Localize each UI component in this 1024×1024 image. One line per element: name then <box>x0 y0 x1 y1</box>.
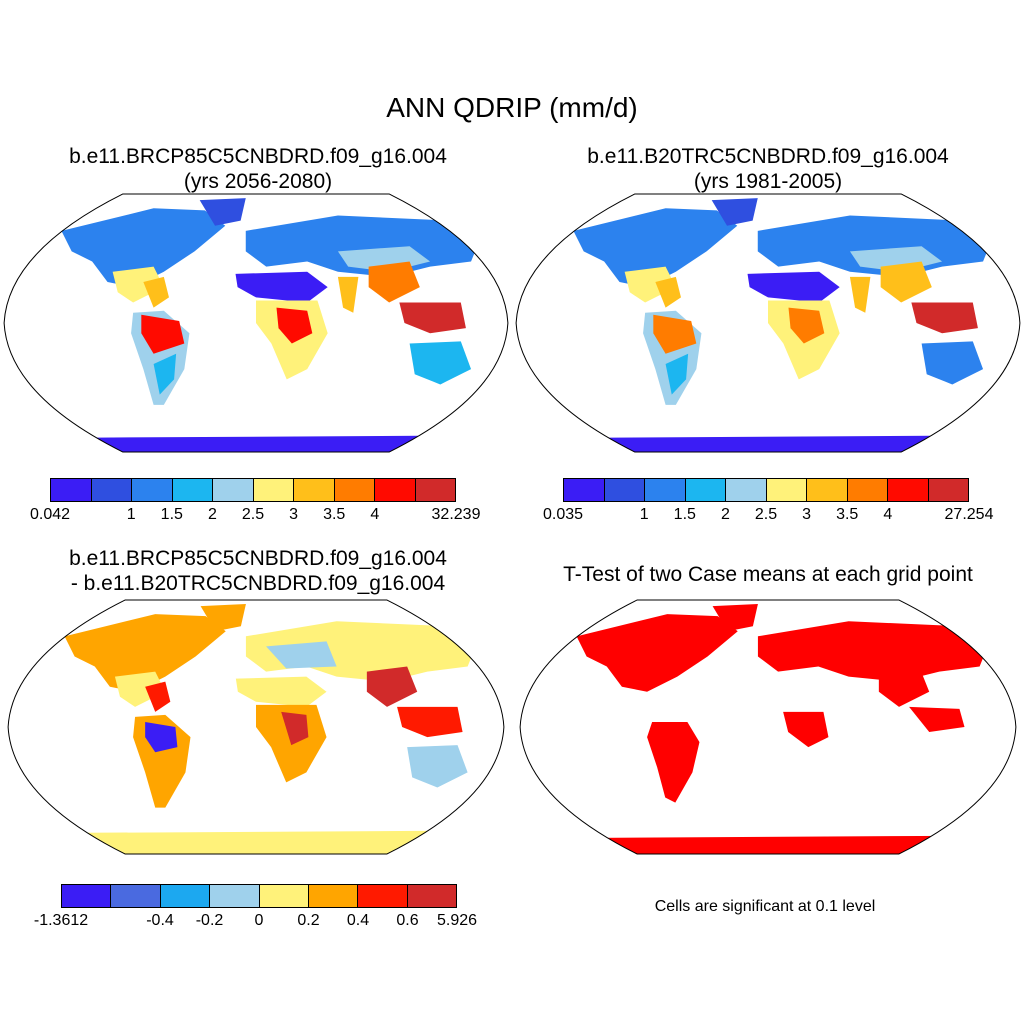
colorbar-tick-label: 3.5 <box>836 506 859 523</box>
colorbar-cells <box>50 478 456 502</box>
colorbar-labels: 0.035 1 1.5 2 2.5 3 3.5 4 27.254 <box>543 502 993 523</box>
colorbar-top-right: 0.035 1 1.5 2 2.5 3 3.5 4 27.254 <box>543 478 993 523</box>
colorbar-tick-label: -0.4 <box>146 912 174 929</box>
colorbar-tick-label: 0.042 <box>29 506 71 523</box>
colorbar-tick-label: 3 <box>289 506 299 523</box>
colorbar-tick-label: -1.3612 <box>33 912 89 929</box>
colorbar-tick-label: 2 <box>207 506 217 523</box>
colorbar-swatch <box>564 479 605 501</box>
colorbar-swatch <box>334 479 375 501</box>
main-title: ANN QDRIP (mm/d) <box>386 92 638 123</box>
colorbar-swatch <box>928 479 968 501</box>
colorbar-cells <box>61 884 457 908</box>
colorbar-tick-label: 2.5 <box>754 506 778 523</box>
panel-title-bottom-left: b.e11.BRCP85C5CNBDRD.f09_g16.004 - b.e11… <box>8 546 508 596</box>
colorbar-tick-label: 1.5 <box>673 506 696 523</box>
colorbar-swatch <box>160 885 211 907</box>
colorbar-swatch <box>253 479 294 501</box>
colorbar-tick-label: 4 <box>370 506 380 523</box>
colorbar-swatch <box>375 479 416 501</box>
map-boundary <box>7 599 505 855</box>
map-boundary <box>519 599 1017 855</box>
panel-title-line1: b.e11.B20TRC5CNBDRD.f09_g16.004 <box>587 145 949 168</box>
colorbar-bottom-left: -1.3612 -0.4 -0.2 0 0.2 0.4 0.6 5.926 <box>34 884 477 929</box>
colorbar-swatch <box>415 479 455 501</box>
colorbar-swatch <box>308 885 359 907</box>
colorbar-swatch <box>604 479 645 501</box>
colorbar-tick-label: 0.6 <box>396 912 419 929</box>
panel-title-top-right: b.e11.B20TRC5CNBDRD.f09_g16.004 (yrs 198… <box>518 144 1018 194</box>
colorbar-swatch <box>847 479 888 501</box>
colorbar-swatch <box>259 885 309 907</box>
colorbar-swatch <box>726 479 767 501</box>
colorbar-swatch <box>407 885 456 907</box>
panel-title-top-left: b.e11.BRCP85C5CNBDRD.f09_g16.004 (yrs 20… <box>8 144 508 194</box>
colorbar-labels: -1.3612 -0.4 -0.2 0 0.2 0.4 0.6 5.926 <box>34 908 477 929</box>
map-boundary <box>515 193 1021 453</box>
land-precip-diff-field <box>64 604 478 854</box>
colorbar-swatch <box>210 885 260 907</box>
map-historical-precip <box>515 193 1021 453</box>
panel-title-line1: b.e11.BRCP85C5CNBDRD.f09_g16.004 <box>69 547 447 570</box>
colorbar-swatch <box>213 479 254 501</box>
colorbar-tick-label: 0.035 <box>542 506 584 523</box>
colorbar-swatch <box>91 479 132 501</box>
colorbar-tick-label: 0 <box>254 912 264 929</box>
colorbar-swatch <box>51 479 92 501</box>
land-precip-field <box>61 198 482 453</box>
map-difference-precip <box>7 599 505 855</box>
colorbar-labels: 0.042 1 1.5 2 2.5 3 3.5 4 32.239 <box>30 502 480 523</box>
colorbar-swatch <box>685 479 726 501</box>
colorbar-tick-label: 4 <box>883 506 893 523</box>
colorbar-tick-label: 0.4 <box>346 912 370 929</box>
colorbar-cells <box>563 478 969 502</box>
colorbar-tick-label: 2 <box>720 506 730 523</box>
colorbar-swatch <box>807 479 848 501</box>
colorbar-tick-label: -0.2 <box>195 912 224 929</box>
significant-cells <box>576 604 990 854</box>
colorbar-tick-label: 1 <box>639 506 649 523</box>
colorbar-swatch <box>358 885 408 907</box>
colorbar-swatch <box>888 479 929 501</box>
map-boundary <box>3 193 509 453</box>
colorbar-swatch <box>111 885 161 907</box>
colorbar-tick-label: 1.5 <box>160 506 183 523</box>
colorbar-top-left: 0.042 1 1.5 2 2.5 3 3.5 4 32.239 <box>30 478 480 523</box>
panel-title-line2: (yrs 2056-2080) <box>183 170 333 193</box>
colorbar-swatch <box>766 479 807 501</box>
map-future-precip <box>3 193 509 453</box>
colorbar-tick-label: 3.5 <box>323 506 346 523</box>
colorbar-tick-label: 3 <box>802 506 812 523</box>
colorbar-swatch <box>62 885 112 907</box>
colorbar-tick-label: 5.926 <box>436 912 478 929</box>
significance-note: Cells are significant at 0.1 level <box>654 898 876 915</box>
colorbar-tick-label: 1 <box>126 506 136 523</box>
colorbar-swatch <box>132 479 173 501</box>
colorbar-swatch <box>172 479 213 501</box>
colorbar-tick-label: 0.2 <box>297 912 320 929</box>
panel-title-line1: T-Test of two Case means at each grid po… <box>563 563 973 586</box>
land-precip-field <box>573 198 994 453</box>
colorbar-tick-label: 2.5 <box>241 506 265 523</box>
colorbar-swatch <box>645 479 686 501</box>
colorbar-tick-label: 32.239 <box>431 506 481 523</box>
colorbar-swatch <box>294 479 335 501</box>
panel-title-line2: - b.e11.B20TRC5CNBDRD.f09_g16.004 <box>70 572 446 595</box>
panel-title-bottom-right: T-Test of two Case means at each grid po… <box>518 562 1018 587</box>
panel-title-line2: (yrs 1981-2005) <box>693 170 843 193</box>
colorbar-tick-label: 27.254 <box>944 506 994 523</box>
map-ttest-significance <box>519 599 1017 855</box>
panel-title-line1: b.e11.BRCP85C5CNBDRD.f09_g16.004 <box>69 145 447 168</box>
